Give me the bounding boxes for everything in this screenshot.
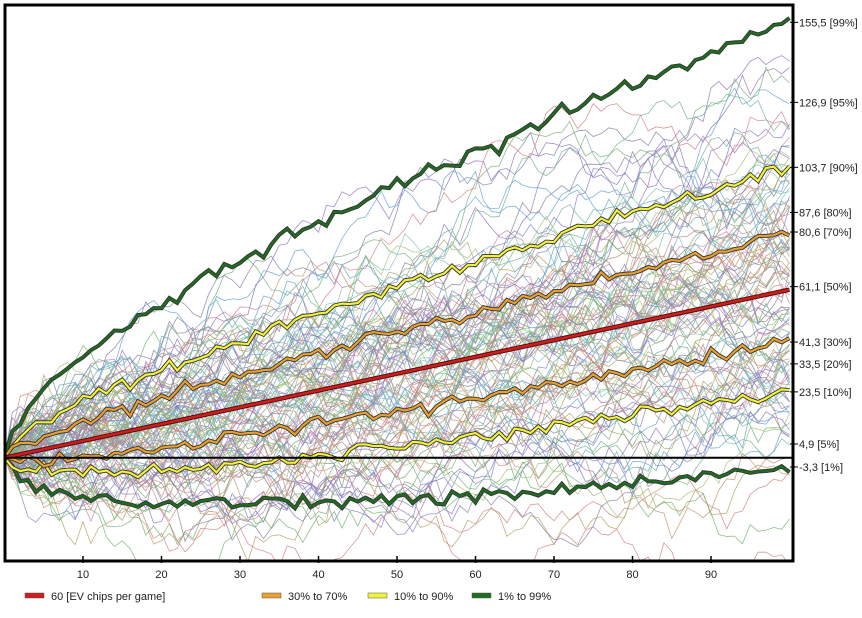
legend-label: 10% to 90% bbox=[394, 591, 454, 603]
band-upper-line bbox=[6, 165, 791, 458]
plot-frame bbox=[3, 3, 795, 563]
ev-line bbox=[6, 288, 790, 459]
run-line bbox=[6, 377, 790, 533]
legend: 60 [EV chips per game] 30% to 70% 10% to 9… bbox=[24, 591, 551, 603]
run-line bbox=[6, 67, 790, 480]
run-line bbox=[6, 263, 790, 471]
band-upper-line bbox=[6, 17, 791, 457]
run-line bbox=[6, 322, 790, 457]
right-label: -3,3 [1%] bbox=[799, 462, 843, 474]
band-lower-line bbox=[6, 337, 791, 468]
legend-swatch bbox=[261, 592, 282, 599]
run-line bbox=[6, 209, 790, 475]
run-line bbox=[6, 331, 790, 522]
band-lower-line bbox=[6, 457, 791, 511]
run-line bbox=[6, 196, 790, 456]
legend-swatch bbox=[24, 592, 45, 599]
x-tick-label: 80 bbox=[626, 569, 638, 581]
x-tick-label: 40 bbox=[312, 569, 324, 581]
run-line bbox=[6, 257, 790, 455]
run-line bbox=[6, 179, 790, 463]
x-tick-label: 10 bbox=[77, 569, 89, 581]
run-line bbox=[6, 218, 790, 498]
x-axis-ticks: 10 20 30 40 50 60 70 80 90 bbox=[77, 556, 717, 581]
right-label: 41,3 [30%] bbox=[799, 337, 852, 349]
right-label: 103,7 [90%] bbox=[799, 162, 858, 174]
run-line bbox=[6, 138, 790, 461]
run-line bbox=[6, 102, 790, 458]
run-line bbox=[6, 395, 790, 501]
run-line bbox=[6, 312, 790, 476]
x-tick-label: 20 bbox=[155, 569, 167, 581]
run-line bbox=[6, 448, 790, 545]
run-line bbox=[6, 127, 790, 455]
run-line bbox=[6, 269, 790, 465]
right-label: 23,5 [10%] bbox=[799, 387, 852, 399]
legend-label: 30% to 70% bbox=[288, 591, 348, 603]
run-line bbox=[6, 265, 790, 546]
run-line bbox=[6, 258, 790, 457]
x-tick-label: 70 bbox=[548, 569, 560, 581]
band-lower-line bbox=[6, 388, 790, 479]
run-line bbox=[6, 142, 790, 472]
run-line bbox=[6, 296, 790, 469]
x-tick-label: 30 bbox=[234, 569, 246, 581]
right-label: 33,5 [20%] bbox=[799, 359, 852, 371]
right-label: 87,6 [80%] bbox=[799, 207, 852, 219]
run-line bbox=[6, 206, 790, 484]
run-line bbox=[6, 164, 790, 481]
right-label: 80,6 [70%] bbox=[799, 227, 852, 239]
right-label: 155,5 [99%] bbox=[799, 17, 858, 29]
run-line bbox=[6, 149, 790, 462]
run-line bbox=[6, 87, 790, 470]
run-line bbox=[6, 439, 790, 560]
x-tick-label: 50 bbox=[391, 569, 403, 581]
run-line bbox=[6, 170, 790, 455]
run-line bbox=[6, 361, 790, 521]
run-line bbox=[6, 273, 790, 546]
band-upper-line bbox=[6, 230, 790, 458]
run-line bbox=[6, 110, 790, 502]
right-label: 4,9 [5%] bbox=[799, 439, 839, 451]
run-line bbox=[6, 323, 790, 468]
right-label: 61,1 [50%] bbox=[799, 282, 852, 294]
legend-label: 1% to 99% bbox=[498, 591, 551, 603]
right-label: 126,9 [95%] bbox=[799, 97, 858, 109]
legend-swatch bbox=[367, 592, 388, 599]
legend-swatch bbox=[471, 592, 492, 599]
run-line bbox=[6, 55, 790, 470]
run-line bbox=[6, 262, 790, 522]
run-line bbox=[6, 315, 790, 472]
x-tick-label: 90 bbox=[705, 569, 717, 581]
run-line bbox=[6, 364, 790, 484]
x-tick-label: 60 bbox=[469, 569, 481, 581]
right-labels: 155,5 [99%] 126,9 [95%] 103,7 [90%] 87,6 [8… bbox=[790, 17, 858, 474]
run-line bbox=[6, 93, 790, 457]
simulated-runs bbox=[6, 55, 790, 560]
legend-label: 60 [EV chips per game] bbox=[51, 591, 165, 603]
percentile-bands bbox=[6, 16, 791, 512]
